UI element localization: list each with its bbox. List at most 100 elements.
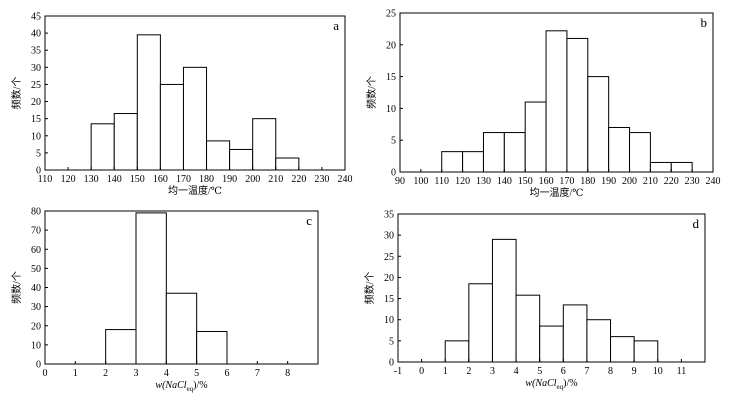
panel-a-x-tick-label: 110 (38, 174, 53, 185)
panel-d-plot-frame (397, 213, 706, 363)
panel-a-x-tick-label: 240 (338, 174, 353, 185)
panel-d-y-tick-label: 35 (384, 210, 394, 221)
panel-d-x-label-main: w(NaCl (525, 378, 556, 389)
panel-a-bar-170 (182, 66, 208, 171)
panel-a-x-tick-label: 210 (268, 174, 283, 185)
panel-b-x-tick-label: 210 (643, 176, 658, 187)
panel-a-x-tick-label: 190 (222, 174, 237, 185)
panel-c-y-tick-label: 80 (31, 207, 41, 218)
panel-c-x-tick-label: 8 (285, 368, 290, 379)
panel-d-x-tick-label: 0 (419, 366, 424, 377)
panel-b-y-axis-label: 频数/个 (365, 76, 378, 109)
panel-b-x-tick-label: 200 (622, 176, 637, 187)
panel-c-y-tick-label: 30 (31, 302, 41, 313)
panel-c-x-tick-label: 3 (134, 368, 139, 379)
panel-b-plot-frame (399, 12, 714, 173)
panel-d-letter: d (693, 216, 700, 231)
panel-a-y-tick-label: 25 (31, 80, 41, 91)
panel-b-bar-190 (608, 126, 631, 173)
panel-c-x-tick-label: 2 (103, 368, 108, 379)
panel-b: 90 100 110 120 130 140 150 160 170 180 190 200 210 22… (365, 9, 721, 200)
panel-a-y-tick-label: 15 (31, 114, 41, 125)
panel-a-bar-160 (159, 83, 184, 171)
panel-d-bar-9 (633, 340, 659, 363)
panel-a-x-tick-label: 170 (176, 174, 191, 185)
panel-a-x-tick-label: 220 (291, 174, 306, 185)
panel-d-y-tick-label: 20 (384, 273, 394, 284)
panel-d-bar-1 (444, 340, 470, 363)
panel-c-y-tick-label: 50 (31, 264, 41, 275)
panel-d-x-label-tail: )/% (563, 378, 577, 389)
panel-b-x-tick-label: 220 (664, 176, 679, 187)
panel-a-y-tick-label: 35 (31, 46, 41, 57)
panel-b-x-tick-label: 110 (434, 176, 449, 187)
panel-a-y-tick-label: 0 (36, 166, 41, 177)
panel-d-bar-6 (562, 304, 588, 363)
panel-d-y-tick-label: 25 (384, 252, 394, 263)
panel-d-bar-8 (610, 336, 635, 363)
panel-b-bar-150 (524, 101, 547, 173)
panel-c: 0 1 2 3 4 5 6 7 801020304050607080c频数/个w(NaCleq)… (10, 207, 319, 393)
panel-b-x-tick-label: 120 (455, 176, 470, 187)
panel-a-x-tick-label: 120 (61, 174, 76, 185)
panel-a-y-tick-label: 45 (31, 12, 41, 23)
panel-a-letter: a (333, 18, 339, 33)
panel-b-y-tick-label: 5 (391, 136, 396, 147)
panel-d: -1 0 1 2 3 4 5 6 7 8 9 10 1105101520253035d频数/个w(NaC… (363, 210, 706, 391)
panel-d-y-tick-label: 5 (389, 336, 394, 347)
panel-b-y-tick-label: 20 (386, 40, 396, 51)
panel-d-x-tick-label: 8 (608, 366, 613, 377)
panel-c-y-tick-label: 0 (36, 360, 41, 371)
panel-b-x-tick-label: 160 (539, 176, 554, 187)
panel-b-x-tick-label: 140 (497, 176, 512, 187)
panel-c-x-axis-label: w(NaCleq)/% (155, 380, 207, 393)
panel-b-bar-170 (566, 37, 589, 173)
panel-c-x-tick-label: 7 (255, 368, 260, 379)
panel-b-bar-160 (545, 30, 568, 173)
panel-d-bar-5 (539, 325, 564, 363)
panel-b-bar-110 (441, 151, 464, 173)
panel-c-x-tick-label: 4 (164, 368, 169, 379)
panel-b-x-tick-label: 230 (685, 176, 700, 187)
panel-d-x-tick-label: 11 (677, 366, 687, 377)
panel-c-x-label-tail: )/% (193, 380, 207, 391)
panel-a-x-tick-label: 230 (314, 174, 329, 185)
panel-d-y-axis-label: 频数/个 (363, 272, 376, 305)
panel-d-bar-4 (515, 294, 541, 363)
panel-b-bar-220 (670, 161, 693, 173)
panel-c-y-axis-label: 频数/个 (10, 271, 23, 304)
panel-c-bar-5 (196, 330, 228, 365)
panel-c-x-label-sub: eq (187, 385, 194, 393)
panel-d-x-axis-label: w(NaCleq)/% (525, 378, 577, 391)
panel-c-bar-4 (165, 292, 198, 365)
panel-c-x-tick-label: 5 (194, 368, 199, 379)
panel-b-x-tick-label: 130 (476, 176, 491, 187)
panel-b-bar-140 (503, 132, 526, 173)
panel-a-bar-150 (136, 34, 161, 171)
panel-a: 110 120 130 140 150 160 170 180 190 200 210 220 230 2… (10, 12, 353, 198)
panel-b-letter: b (701, 15, 708, 30)
panel-d-x-tick-label: 5 (537, 366, 542, 377)
panel-b-x-tick-label: 90 (395, 176, 405, 187)
panel-c-bar-2 (105, 329, 137, 365)
panel-a-bar-130 (90, 123, 115, 171)
panel-d-x-label-sub: eq (557, 383, 564, 391)
panel-d-x-tick-label: 10 (653, 366, 663, 377)
panel-c-x-label-main: w(NaCl (155, 380, 186, 391)
panel-d-x-tick-label: 4 (514, 366, 519, 377)
panel-c-y-tick-label: 20 (31, 321, 41, 332)
panel-c-x-tick-label: 0 (43, 368, 48, 379)
panel-a-bar-190 (229, 148, 254, 171)
panel-b-x-axis-label: 均一温度/℃ (530, 186, 584, 199)
panel-c-letter: c (306, 213, 312, 228)
panel-b-y-tick-label: 25 (386, 9, 396, 20)
panel-a-bar-180 (206, 140, 231, 171)
panel-b-x-tick-label: 170 (559, 176, 574, 187)
panel-c-x-tick-label: 1 (73, 368, 78, 379)
panel-a-y-tick-label: 10 (31, 131, 41, 142)
panel-b-y-tick-label: 15 (386, 72, 396, 83)
panel-b-y-tick-label: 0 (391, 168, 396, 179)
panel-d-bar-2 (468, 283, 493, 363)
panel-b-bar-180 (587, 76, 610, 173)
panel-b-x-tick-label: 180 (580, 176, 595, 187)
